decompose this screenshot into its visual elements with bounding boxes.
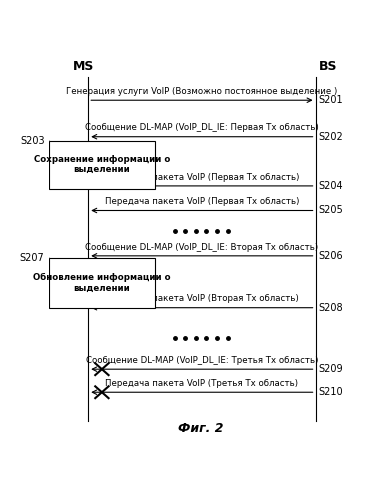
Text: S207: S207 (20, 253, 45, 263)
Text: Обновление информации о
выделении: Обновление информации о выделении (33, 273, 171, 292)
Text: Сообщение DL-MAP (VoIP_DL_IE: Вторая Tx область): Сообщение DL-MAP (VoIP_DL_IE: Вторая Tx … (85, 243, 318, 251)
Text: S205: S205 (319, 206, 343, 216)
Text: Сохранение информации о
выделении: Сохранение информации о выделении (34, 155, 170, 174)
Text: Сообщение DL-MAP (VoIP_DL_IE: Первая Tx область): Сообщение DL-MAP (VoIP_DL_IE: Первая Tx … (85, 123, 319, 133)
Text: Сообщение DL-MAP (VoIP_DL_IE: Третья Tx область): Сообщение DL-MAP (VoIP_DL_IE: Третья Tx … (86, 356, 318, 365)
Text: Передача пакета VoIP (Вторая Tx область): Передача пакета VoIP (Вторая Tx область) (105, 294, 299, 303)
Text: S206: S206 (319, 251, 343, 261)
Text: MS: MS (73, 60, 95, 73)
Text: S208: S208 (319, 303, 343, 313)
FancyBboxPatch shape (49, 258, 155, 308)
Text: Генерация услуги VoIP (Возможно постоянное выделение ): Генерация услуги VoIP (Возможно постоянн… (66, 87, 337, 96)
Text: S203: S203 (20, 136, 45, 146)
Text: S210: S210 (319, 387, 343, 397)
Text: Передача пакета VoIP (Первая Tx область): Передача пакета VoIP (Первая Tx область) (105, 197, 299, 206)
Text: S201: S201 (319, 95, 343, 105)
Text: Фиг. 2: Фиг. 2 (178, 422, 223, 435)
Text: Передача пакета VoIP (Третья Tx область): Передача пакета VoIP (Третья Tx область) (106, 379, 298, 388)
Text: S209: S209 (319, 364, 343, 374)
Text: BS: BS (319, 60, 337, 73)
Text: Передача пакета VoIP (Первая Tx область): Передача пакета VoIP (Первая Tx область) (105, 173, 299, 182)
Text: S204: S204 (319, 181, 343, 191)
Text: S202: S202 (319, 132, 343, 142)
FancyBboxPatch shape (49, 141, 155, 189)
